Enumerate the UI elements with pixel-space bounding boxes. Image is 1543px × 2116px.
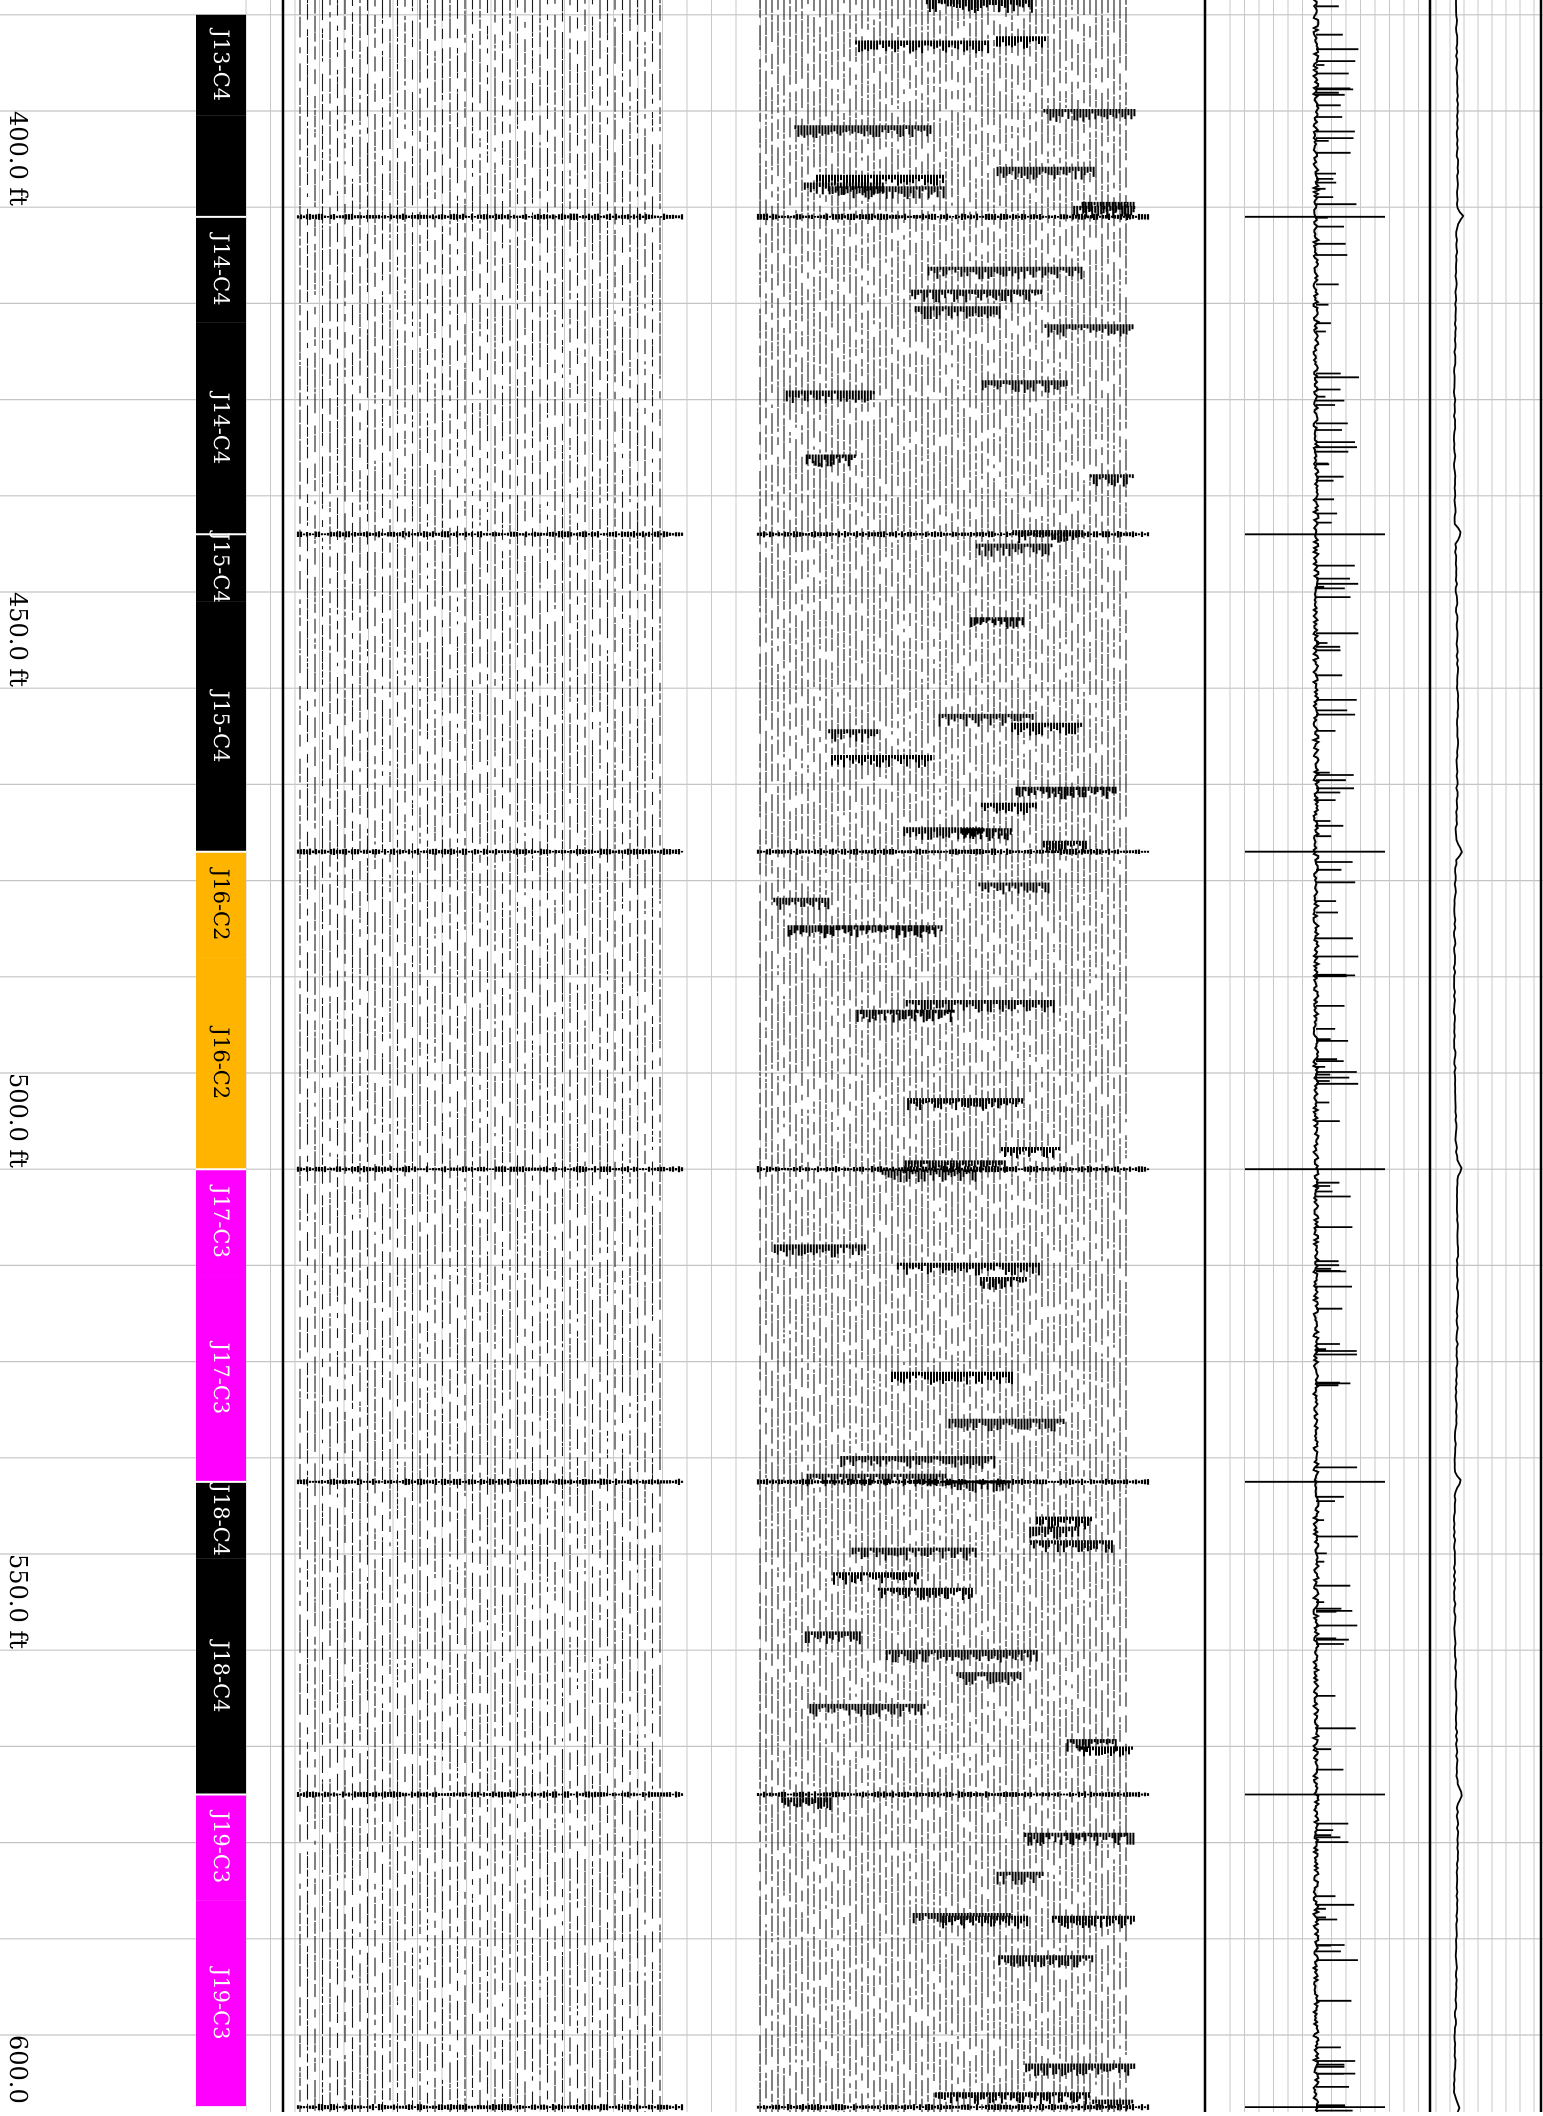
smooth-curve-line (1452, 0, 1465, 2113)
waveform-traces (759, 0, 1127, 2116)
core-segment-label: J15-C4 (209, 530, 233, 604)
core-segment (196, 1794, 246, 1901)
core-segment (196, 322, 246, 535)
core-segment (196, 115, 246, 217)
core-segment-label: J16-C2 (209, 1026, 233, 1100)
depth-tick-label: 600.0 ft (4, 2035, 32, 2112)
core-segment (196, 216, 246, 323)
spike-curve-track (1245, 0, 1385, 2113)
track-borders (281, 0, 1543, 2112)
core-segment (196, 1481, 246, 1559)
core-segment-label: J18-C4 (209, 1639, 233, 1713)
core-segment-label: J17-C3 (209, 1184, 233, 1258)
waveform-dark-cluster (773, 0, 1136, 2111)
core-segment-label: J13-C4 (209, 27, 233, 101)
waveform-boundary-band (296, 213, 684, 2111)
depth-tick-label: 450.0 ft (4, 592, 32, 687)
depth-tick-label: 500.0 ft (4, 1073, 32, 1168)
smooth-curve-track (1452, 0, 1465, 2113)
core-segment-label: J15-C4 (209, 689, 233, 763)
depth-tick-label: 400.0 ft (4, 111, 32, 206)
waveform-track-2 (756, 0, 1150, 2116)
core-segment (196, 534, 246, 602)
core-segment (196, 14, 246, 116)
core-segment-label: J18-C4 (209, 1482, 233, 1556)
depth-tick-label: 550.0 ft (4, 1554, 32, 1649)
core-segment (196, 2107, 246, 2112)
core-track: J13-C4 J14-C4 J14-C4 J15-C4 J15-C4 J16-C2 J16-… (196, 14, 246, 2112)
core-segment-label: J19-C3 (209, 1810, 233, 1884)
core-segment (196, 1275, 246, 1482)
spike-curve-spikes (1245, 5, 1385, 2112)
core-segment (196, 851, 246, 958)
core-segment (196, 1900, 246, 2108)
waveform-boundary-band (756, 213, 1150, 2111)
spike-curve-line (1311, 0, 1321, 2113)
core-segment (196, 601, 246, 852)
core-segment-label: J14-C4 (209, 391, 233, 465)
core-segment (196, 1169, 246, 1276)
core-segment-label: J17-C3 (209, 1341, 233, 1415)
waveform-traces (299, 0, 661, 2116)
core-segment (196, 1558, 246, 1795)
core-segment-label: J19-C3 (209, 1966, 233, 2040)
core-segment (196, 957, 246, 1170)
core-segment-label: J14-C4 (209, 232, 233, 306)
depth-axis: 400.0 ft 450.0 ft 500.0 ft 550.0 ft 600.0 ft (4, 111, 32, 2116)
core-segment-label: J16-C2 (209, 867, 233, 941)
waveform-track-1 (296, 0, 684, 2116)
